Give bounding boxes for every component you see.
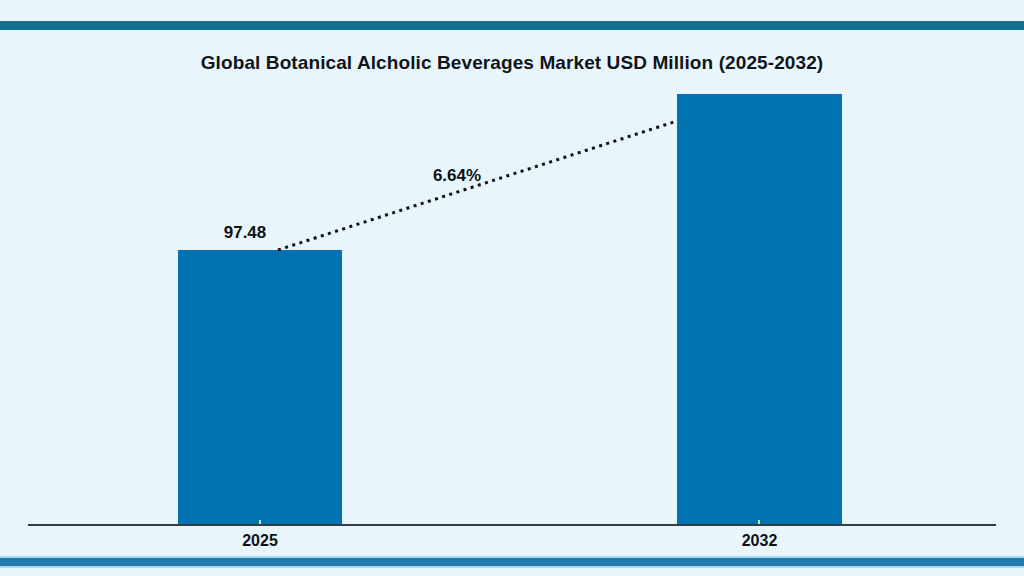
value-label-2025: 97.48 — [163, 223, 327, 243]
bottom-border-strip-inner — [0, 558, 1024, 566]
bar-2032 — [677, 94, 842, 525]
x-axis-line — [28, 524, 996, 526]
page-background: Global Botanical Alcholic Beverages Mark… — [0, 0, 1024, 576]
x-label-2025: 2025 — [178, 532, 342, 550]
bar-2025: 97.48 — [178, 250, 342, 525]
cagr-label: 6.64% — [433, 166, 481, 186]
top-border-strip — [0, 21, 1024, 30]
bottom-border-strip — [0, 556, 1024, 568]
cagr-dotted-line — [28, 80, 996, 525]
x-label-2032: 2032 — [677, 532, 842, 550]
plot-area: 97.48 6.64% — [28, 80, 996, 525]
chart-title: Global Botanical Alcholic Beverages Mark… — [0, 52, 1024, 74]
